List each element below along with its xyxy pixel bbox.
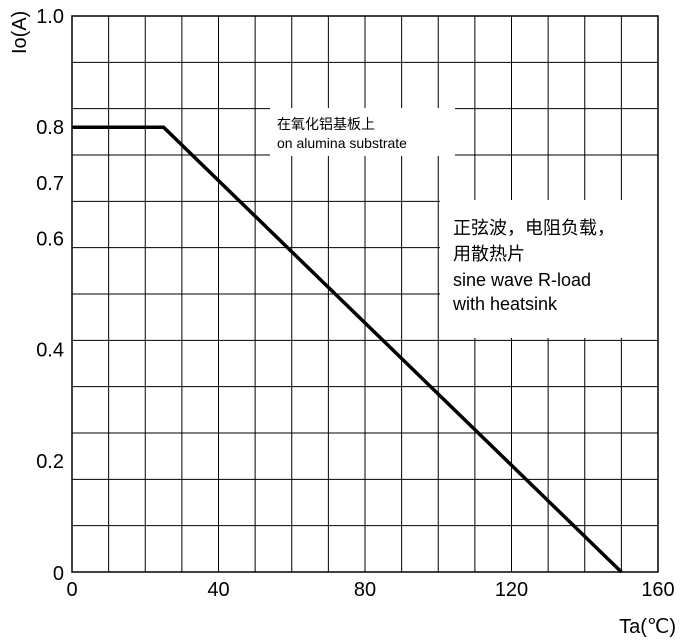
annotation-alumina-en: on alumina substrate: [277, 135, 407, 151]
x-axis-title: Ta(℃): [619, 616, 676, 638]
annotation-heatsink-en-1: sine wave R-load: [453, 270, 591, 290]
annotation-backgrounds: [270, 108, 658, 338]
annotation-alumina-zh: 在氧化铝基板上: [277, 116, 375, 133]
y-axis-title: Io(A): [9, 11, 31, 54]
annotation-heatsink-zh-2: 用散热片: [453, 244, 525, 265]
plot-border: [71, 15, 659, 573]
y-tick-label: 0.2: [36, 451, 64, 473]
y-tick-label: 1.0: [36, 6, 64, 28]
series-layer: [72, 125, 623, 574]
y-tick-label: 0.4: [36, 340, 64, 362]
y-tick-label: 0: [53, 563, 64, 585]
x-tick-labels: 0 40 80 120 160: [66, 579, 674, 601]
y-tick-labels: 0 0.2 0.4 0.6 0.7 0.8 1.0: [36, 6, 64, 585]
annotation-heatsink-zh-1: 正弦波，电阻负载，: [453, 218, 615, 239]
x-tick-label: 40: [207, 579, 229, 601]
x-tick-label: 160: [641, 579, 674, 601]
series-line-0: [72, 125, 623, 574]
x-tick-label: 120: [495, 579, 528, 601]
y-tick-label: 0.7: [36, 173, 64, 195]
y-tick-label: 0.6: [36, 228, 64, 250]
annotation-heatsink-en-2: with heatsink: [452, 294, 558, 314]
heatsink-note-box: [440, 200, 658, 338]
alumina-note-box: [270, 108, 455, 156]
plot-frame: [71, 15, 659, 573]
y-tick-label: 0.8: [36, 117, 64, 139]
x-tick-label: 80: [354, 579, 376, 601]
x-tick-label: 0: [66, 579, 77, 601]
